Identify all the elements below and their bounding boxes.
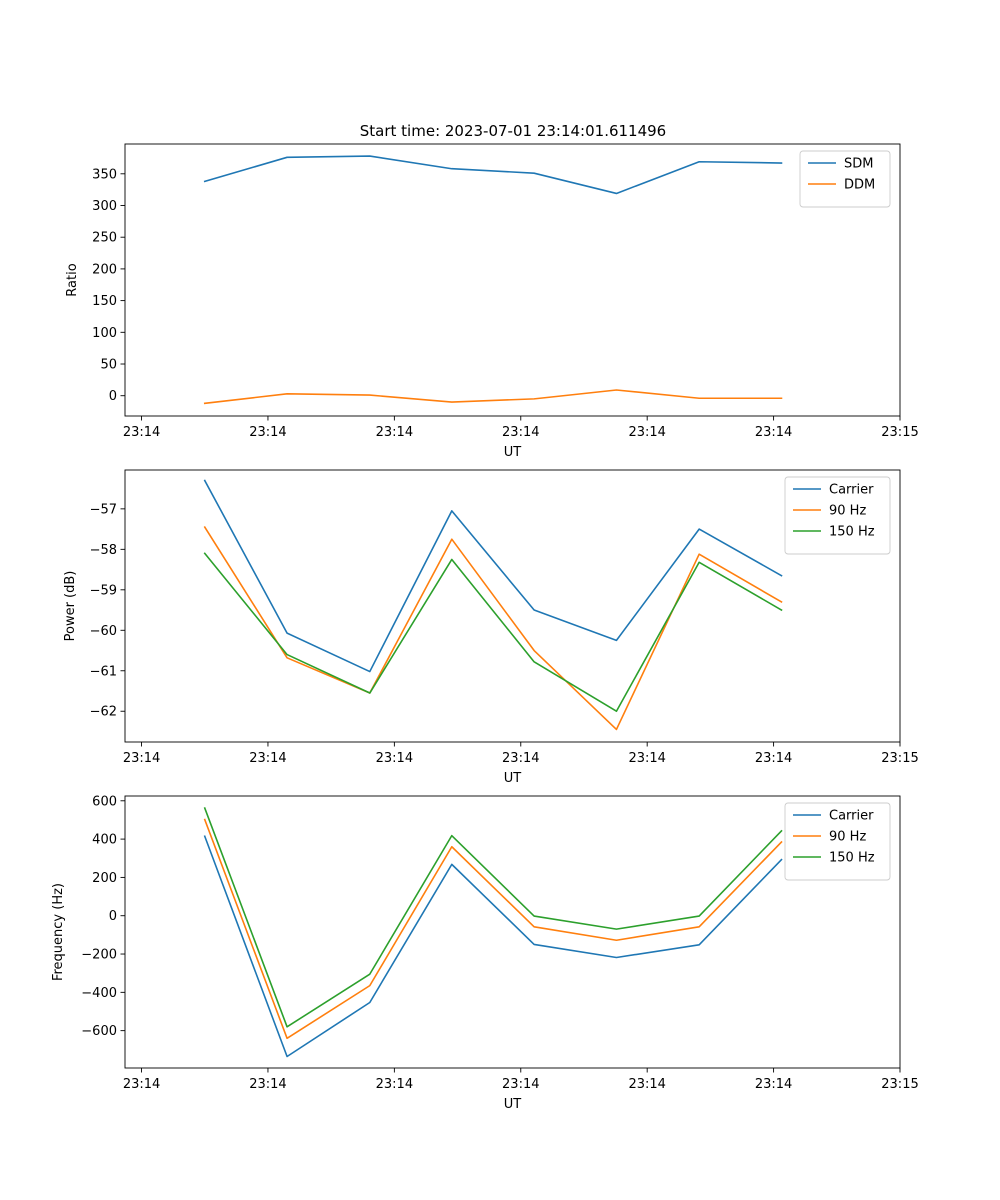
legend-label: 90 Hz [829, 830, 866, 845]
legend-label: Carrier [829, 809, 874, 824]
x-axis-label: UT [504, 771, 522, 786]
legend-label: SDM [844, 157, 873, 172]
series-line-150-hz [203, 552, 783, 713]
x-tick-label: 23:14 [628, 425, 665, 440]
y-tick-label: 0 [109, 909, 117, 924]
y-axis-label: Frequency (Hz) [51, 883, 66, 981]
y-tick-label: 200 [92, 871, 117, 886]
legend-label: 90 Hz [829, 504, 866, 519]
x-tick-label: 23:14 [123, 751, 160, 766]
x-tick-label: 23:14 [502, 425, 539, 440]
x-tick-label: 23:14 [502, 751, 539, 766]
x-tick-label: 23:15 [881, 751, 918, 766]
x-tick-label: 23:14 [376, 751, 413, 766]
x-tick-label: 23:15 [881, 425, 918, 440]
x-tick-label: 23:14 [755, 1077, 792, 1092]
legend-label: Carrier [829, 483, 874, 498]
series-line-90-hz [203, 525, 783, 731]
x-axis-label: UT [504, 445, 522, 460]
y-tick-label: −61 [90, 664, 117, 679]
x-tick-label: 23:14 [755, 425, 792, 440]
x-tick-label: 23:14 [123, 1077, 160, 1092]
y-tick-label: 50 [100, 358, 117, 373]
series-line-sdm [203, 155, 783, 195]
x-tick-label: 23:14 [376, 1077, 413, 1092]
subplot-frequency: 23:14 23:14 23:14 23:14 23:14 23:14 23:15 −600 −… [51, 794, 919, 1112]
x-axis-label: UT [504, 1097, 522, 1112]
legend: Carrier 90 Hz 150 Hz [784, 476, 891, 555]
y-axis-label: Ratio [65, 263, 80, 296]
y-tick-label: −59 [90, 583, 117, 598]
y-tick-label: −200 [81, 948, 117, 963]
x-tick-label: 23:14 [502, 1077, 539, 1092]
x-tick-label: 23:14 [123, 425, 160, 440]
y-tick-label: 100 [92, 326, 117, 341]
x-tick-label: 23:14 [376, 425, 413, 440]
y-tick-label: −57 [90, 502, 117, 517]
x-tick-label: 23:14 [628, 751, 665, 766]
series-line-carrier [203, 835, 783, 1058]
legend-frame [799, 150, 891, 208]
legend-frame [784, 802, 891, 881]
x-tick-label: 23:14 [249, 751, 286, 766]
series-line-90-hz [203, 818, 783, 1040]
y-tick-label: 250 [92, 231, 117, 246]
series-line-ddm [203, 389, 783, 405]
legend-label: DDM [844, 178, 875, 193]
x-tick-label: 23:14 [249, 1077, 286, 1092]
y-tick-label: −58 [90, 543, 117, 558]
y-tick-label: −400 [81, 986, 117, 1001]
y-tick-label: 350 [92, 167, 117, 182]
y-tick-label: 400 [92, 833, 117, 848]
axes-frame [124, 143, 901, 417]
axes-frame [124, 469, 901, 743]
legend-label: 150 Hz [829, 851, 875, 866]
x-tick-label: 23:14 [249, 425, 286, 440]
legend: SDM DDM [799, 150, 891, 208]
y-tick-label: 150 [92, 294, 117, 309]
x-tick-label: 23:14 [628, 1077, 665, 1092]
y-tick-label: 300 [92, 199, 117, 214]
series-line-150-hz [203, 807, 783, 1028]
series-line-carrier [203, 479, 783, 673]
x-tick-label: 23:14 [755, 751, 792, 766]
figure-title: Start time: 2023-07-01 23:14:01.611496 [360, 122, 666, 140]
y-tick-label: −60 [90, 624, 117, 639]
y-tick-label: −62 [90, 705, 117, 720]
legend-label: 150 Hz [829, 525, 875, 540]
subplot-ratio: 23:14 23:14 23:14 23:14 23:14 23:14 23:15 0 50 10… [65, 143, 919, 460]
legend-frame [784, 476, 891, 555]
legend: Carrier 90 Hz 150 Hz [784, 802, 891, 881]
y-tick-label: 0 [109, 389, 117, 404]
y-tick-label: 600 [92, 794, 117, 809]
x-tick-label: 23:15 [881, 1077, 918, 1092]
y-axis-label: Power (dB) [63, 571, 78, 642]
axes-frame [124, 795, 901, 1069]
y-tick-label: −600 [81, 1024, 117, 1039]
subplot-power: 23:14 23:14 23:14 23:14 23:14 23:14 23:15 −62 −6… [63, 469, 919, 786]
y-tick-label: 200 [92, 262, 117, 277]
